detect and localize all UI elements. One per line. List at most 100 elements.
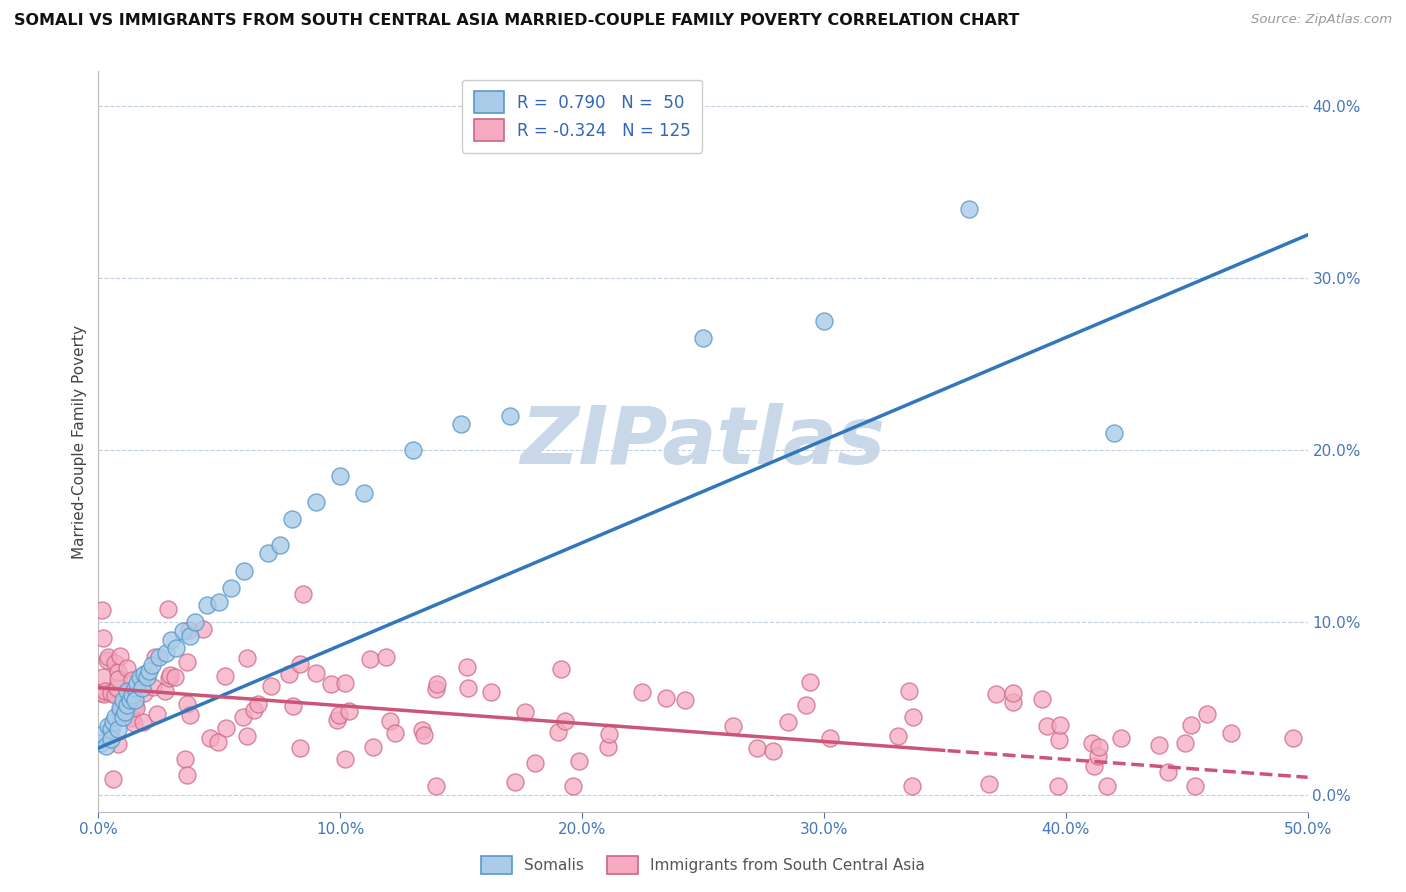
Point: [411, 723, 433, 737]
Point: [174, 752, 197, 766]
Point: [326, 713, 349, 727]
Point: [260, 679, 283, 693]
Point: [799, 674, 821, 689]
Point: [1109, 731, 1132, 745]
Point: [179, 629, 201, 643]
Point: [121, 673, 143, 688]
Point: [107, 737, 129, 751]
Point: [104, 656, 127, 670]
Point: [176, 697, 198, 711]
Point: [121, 688, 143, 702]
Point: [111, 710, 134, 724]
Point: [138, 664, 160, 678]
Point: [125, 701, 148, 715]
Point: [117, 698, 139, 712]
Point: [305, 665, 328, 680]
Point: [1083, 759, 1105, 773]
Point: [277, 667, 299, 681]
Point: [568, 754, 591, 768]
Point: [1001, 695, 1024, 709]
Point: [288, 741, 311, 756]
Point: [1047, 733, 1070, 747]
Point: [105, 681, 128, 696]
Point: [100, 732, 122, 747]
Point: [339, 705, 361, 719]
Legend: R =  0.790   N =  50, R = -0.324   N = 125: R = 0.790 N = 50, R = -0.324 N = 125: [463, 79, 702, 153]
Point: [172, 624, 194, 638]
Point: [155, 646, 177, 660]
Point: [1047, 779, 1070, 793]
Point: [121, 711, 143, 725]
Point: [1102, 425, 1125, 440]
Point: [319, 676, 342, 690]
Point: [598, 727, 620, 741]
Point: [232, 710, 254, 724]
Point: [208, 595, 231, 609]
Point: [631, 685, 654, 699]
Point: [794, 698, 817, 712]
Point: [1220, 726, 1243, 740]
Point: [122, 690, 145, 705]
Point: [143, 649, 166, 664]
Point: [290, 657, 312, 672]
Point: [1087, 748, 1109, 763]
Point: [142, 680, 165, 694]
Point: [135, 670, 157, 684]
Point: [94, 739, 117, 754]
Point: [328, 708, 350, 723]
Point: [692, 331, 714, 345]
Point: [198, 731, 221, 746]
Point: [329, 469, 352, 483]
Point: [236, 729, 259, 743]
Point: [107, 722, 129, 736]
Point: [450, 417, 472, 432]
Point: [122, 715, 145, 730]
Point: [335, 675, 357, 690]
Point: [184, 615, 207, 630]
Point: [97, 718, 120, 732]
Point: [96, 653, 118, 667]
Point: [104, 688, 127, 702]
Point: [1002, 686, 1025, 700]
Point: [159, 667, 181, 681]
Point: [762, 744, 785, 758]
Point: [134, 667, 156, 681]
Point: [1031, 692, 1053, 706]
Point: [361, 740, 384, 755]
Point: [179, 707, 201, 722]
Point: [108, 701, 131, 715]
Point: [886, 729, 908, 743]
Point: [554, 714, 576, 728]
Point: [562, 779, 585, 793]
Point: [110, 701, 132, 715]
Point: [165, 641, 187, 656]
Point: [1036, 719, 1059, 733]
Text: SOMALI VS IMMIGRANTS FROM SOUTH CENTRAL ASIA MARRIED-COUPLE FAMILY POVERTY CORRE: SOMALI VS IMMIGRANTS FROM SOUTH CENTRAL …: [14, 13, 1019, 29]
Point: [100, 686, 122, 700]
Y-axis label: Married-Couple Family Poverty: Married-Couple Family Poverty: [72, 325, 87, 558]
Point: [94, 683, 117, 698]
Point: [550, 662, 572, 676]
Point: [90, 736, 112, 750]
Point: [101, 715, 124, 730]
Point: [108, 648, 131, 663]
Point: [897, 684, 920, 698]
Point: [247, 697, 270, 711]
Point: [292, 587, 315, 601]
Point: [384, 726, 406, 740]
Point: [215, 721, 238, 735]
Point: [160, 632, 183, 647]
Point: [333, 752, 356, 766]
Point: [984, 687, 1007, 701]
Point: [117, 684, 139, 698]
Point: [523, 756, 546, 770]
Point: [232, 564, 254, 578]
Point: [813, 314, 835, 328]
Point: [146, 706, 169, 721]
Point: [457, 681, 479, 696]
Point: [281, 699, 304, 714]
Point: [118, 693, 141, 707]
Point: [124, 681, 146, 695]
Point: [131, 714, 153, 729]
Point: [513, 706, 536, 720]
